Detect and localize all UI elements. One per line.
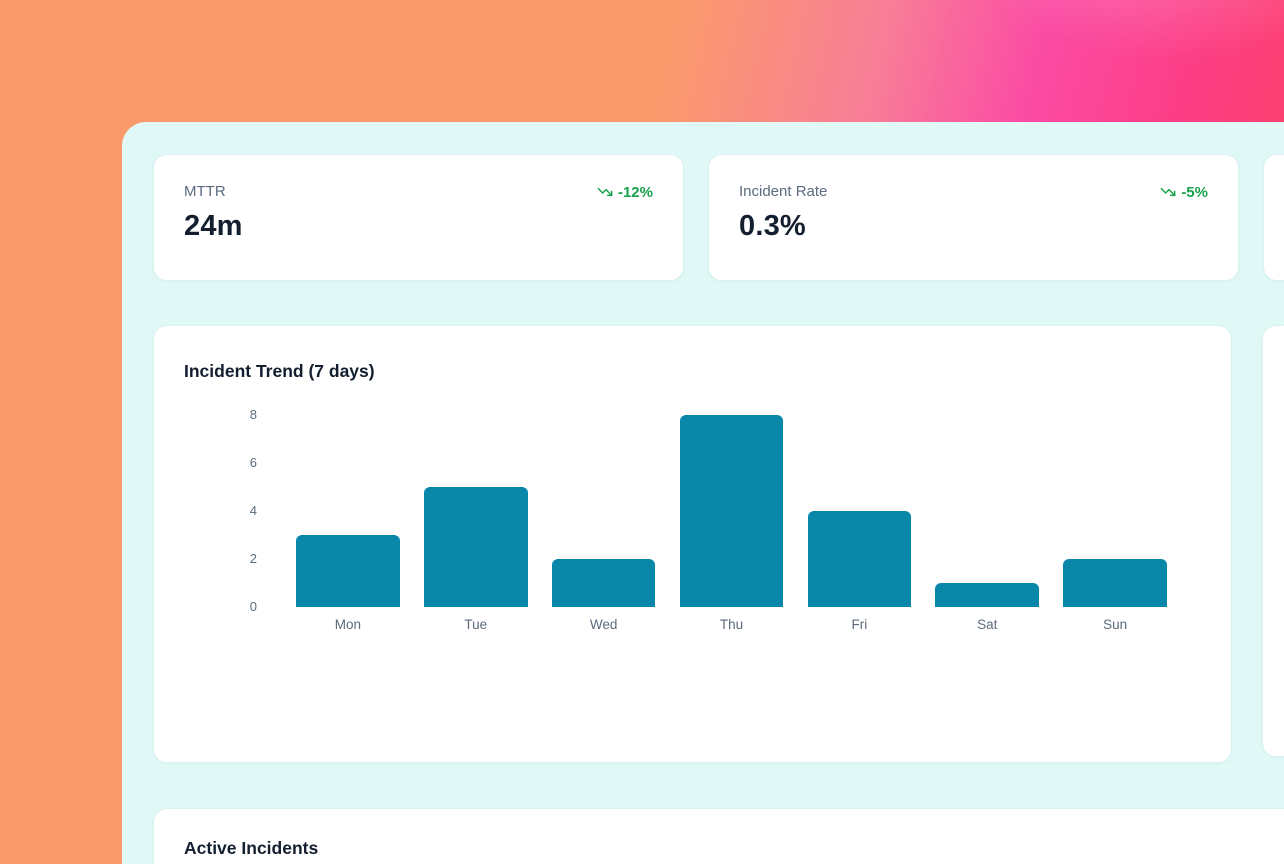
bar-sun (1063, 559, 1167, 607)
bar-mon (296, 535, 400, 607)
stat-value: 24m (184, 210, 243, 242)
stat-trend-value: -5% (1181, 183, 1208, 201)
chart-title: Incident Trend (7 days) (184, 361, 375, 381)
x-tick-label: Sat (977, 617, 998, 632)
bar-sat (935, 583, 1039, 607)
trending-down-icon (597, 184, 613, 200)
stats-row: MTTR -12% 24m Incident Rate (153, 154, 1284, 281)
bar-column (540, 559, 668, 607)
bar-column (795, 511, 923, 607)
bar-column (923, 583, 1051, 607)
trending-down-icon (1160, 184, 1176, 200)
stat-trend-badge: -5% (1160, 184, 1208, 201)
y-tick-label: 4 (249, 503, 257, 518)
y-tick-label: 6 (249, 455, 257, 470)
active-incidents-card: Active Incidents (153, 808, 1284, 864)
stat-card-incident-rate: Incident Rate -5% 0.3% (708, 154, 1239, 281)
stat-card-mttr: MTTR -12% 24m (153, 154, 684, 281)
stat-card-partial (1263, 154, 1284, 281)
incidents-row: Active Incidents (153, 808, 1284, 864)
stat-label: Incident Rate (739, 183, 828, 200)
bar-column (1051, 559, 1179, 607)
bar-group (284, 415, 1179, 607)
bar-column (668, 415, 796, 607)
y-tick-label: 8 (249, 407, 257, 422)
stat-trend-value: -12% (617, 183, 653, 201)
bar-fri (807, 511, 912, 607)
bar-column (412, 487, 540, 607)
bar-chart: 0 2 4 6 8 Mon Tue Wed Thu Fri Sat Sun (184, 407, 1201, 633)
active-incidents-title: Active Incidents (184, 838, 319, 858)
stat-trend-badge: -12% (597, 184, 653, 201)
stat-value: 0.3% (739, 210, 806, 242)
x-tick-label: Sun (1103, 617, 1128, 632)
bar-wed (551, 559, 656, 607)
x-tick-label: Wed (589, 617, 618, 632)
side-panel-partial (1262, 325, 1284, 757)
x-tick-label: Tue (464, 617, 488, 632)
x-tick-label: Mon (334, 617, 362, 632)
bar-tue (424, 487, 528, 607)
charts-row: Incident Trend (7 days) 0 2 4 6 8 Mon Tue Wed T… (153, 325, 1284, 763)
x-tick-label: Fri (851, 617, 868, 632)
dashboard-panel: MTTR -12% 24m Incident Rate (122, 122, 1284, 864)
bar-column (284, 535, 412, 607)
y-tick-label: 2 (249, 551, 257, 566)
incident-trend-card: Incident Trend (7 days) 0 2 4 6 8 Mon Tue Wed T… (153, 325, 1232, 763)
y-axis: 0 2 4 6 8 (184, 407, 257, 614)
bar-thu (679, 415, 784, 607)
stat-label: MTTR (184, 183, 226, 200)
y-tick-label: 0 (249, 599, 257, 614)
x-tick-label: Thu (719, 617, 744, 632)
x-axis-labels: Mon Tue Wed Thu Fri Sat Sun (284, 616, 1179, 633)
plot-area: Mon Tue Wed Thu Fri Sat Sun (284, 415, 1179, 633)
